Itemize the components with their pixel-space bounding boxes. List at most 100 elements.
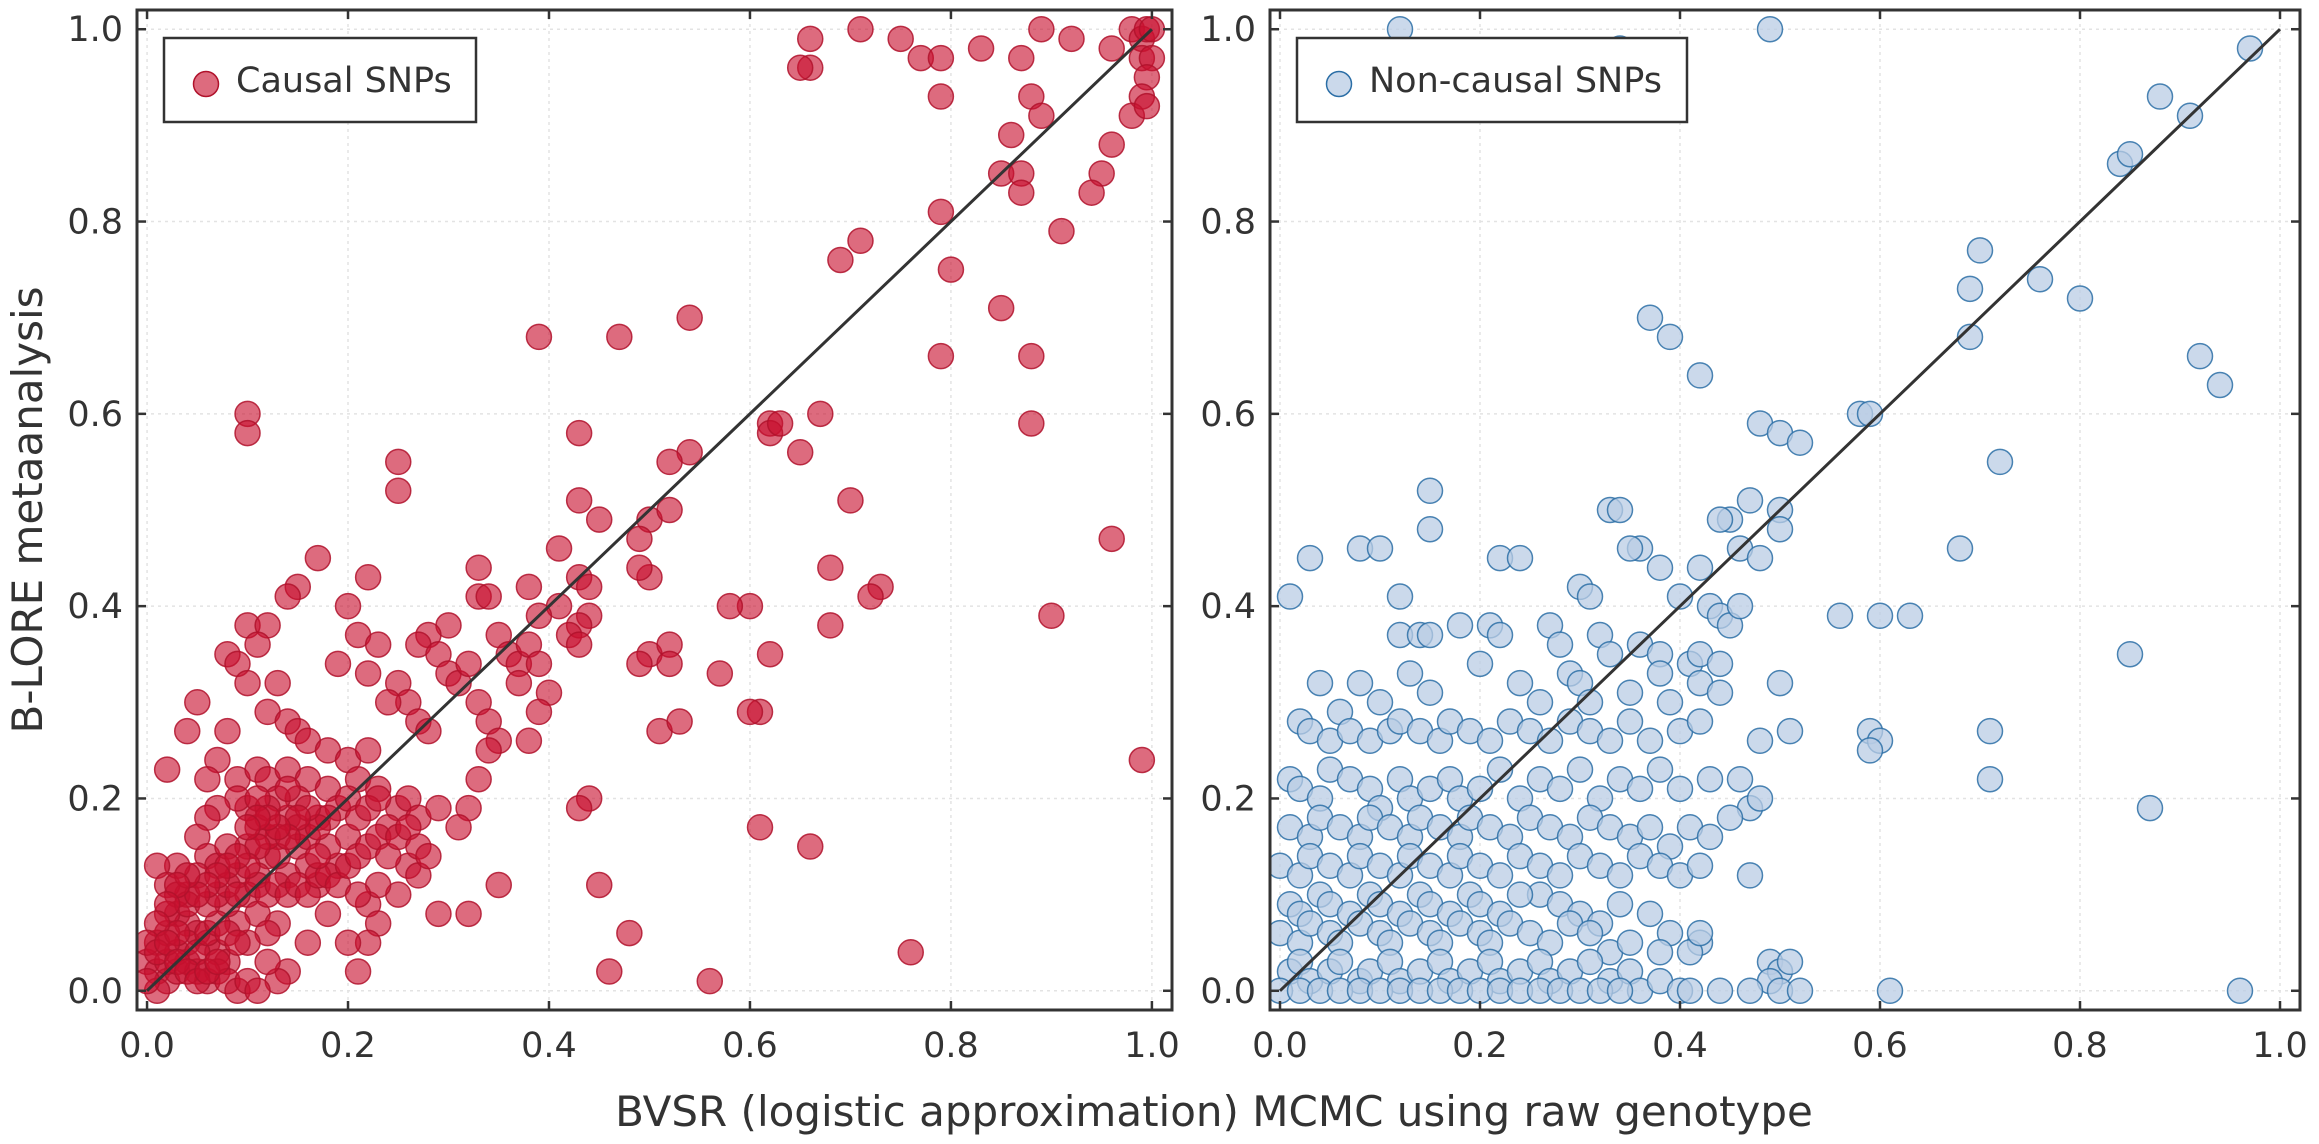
causal-point-288 (274, 775, 301, 803)
causal-y-tick-label-5: 1.0 (67, 10, 123, 50)
causal-point-103 (515, 573, 543, 601)
causal-point-158 (354, 737, 382, 764)
y-axis-title: B-LORE metaanalysis (3, 286, 52, 733)
noncausal-point-114 (1776, 717, 1804, 745)
noncausal-x-tick-label-4: 0.8 (2052, 1026, 2108, 1066)
causal-legend-label: Causal SNPs (236, 61, 452, 101)
causal-point-43 (807, 400, 834, 428)
noncausal-point-43 (1746, 544, 1774, 572)
noncausal-x-tick-label-0: 0.0 (1252, 1026, 1308, 1066)
causal-point-75 (656, 496, 683, 524)
noncausal-point-76 (1346, 669, 1374, 697)
noncausal-point-13 (1636, 304, 1664, 331)
noncausal-point-8 (1966, 237, 1994, 264)
noncausal-point-132 (1466, 775, 1494, 803)
causal-point-142 (374, 689, 402, 716)
causal-point-40 (606, 323, 633, 351)
noncausal-point-108 (1596, 727, 1624, 755)
causal-point-35 (827, 246, 854, 274)
noncausal-point-83 (1576, 689, 1604, 716)
causal-y-tick-label-1: 0.2 (67, 779, 123, 819)
causal-point-54 (385, 477, 412, 505)
noncausal-point-14 (1656, 323, 1684, 351)
noncausal-y-tick-label-1: 0.2 (1200, 779, 1256, 819)
causal-point-22 (1028, 102, 1055, 130)
noncausal-point-220 (1506, 881, 1534, 908)
causal-point-38 (676, 304, 703, 331)
causal-point-62 (817, 554, 844, 581)
causal-point-91 (656, 650, 683, 678)
causal-point-29 (1008, 179, 1035, 206)
causal-point-71 (797, 833, 824, 860)
causal-point-133 (304, 544, 332, 572)
noncausal-point-113 (1746, 727, 1774, 755)
causal-point-65 (716, 592, 744, 620)
causal-point-57 (1098, 525, 1125, 553)
noncausal-legend-label: Non-causal SNPs (1369, 61, 1662, 101)
causal-point-177 (425, 794, 452, 822)
causal-point-87 (565, 631, 593, 658)
noncausal-point-39 (1616, 535, 1644, 562)
noncausal-point-102 (1476, 727, 1504, 755)
noncausal-point-194 (1546, 862, 1574, 889)
causal-point-36 (937, 256, 965, 283)
causal-point-67 (706, 660, 734, 687)
causal-point-0 (797, 25, 824, 53)
causal-point-138 (324, 650, 352, 678)
causal-point-246 (244, 977, 271, 1005)
noncausal-point-31 (1766, 515, 1794, 543)
causal-point-70 (746, 814, 774, 841)
noncausal-point-10 (1956, 275, 1984, 303)
causal-point-136 (334, 592, 362, 620)
causal-point-189 (314, 900, 342, 928)
causal-point-128 (465, 765, 492, 793)
noncausal-point-110 (1636, 727, 1664, 755)
causal-point-33 (1048, 217, 1075, 245)
noncausal-point-133 (1486, 756, 1514, 783)
causal-point-159 (184, 689, 211, 716)
noncausal-point-269 (1576, 948, 1604, 976)
noncausal-y-tick-label-4: 0.8 (1200, 203, 1256, 243)
noncausal-point-29 (1736, 487, 1764, 514)
noncausal-point-280 (2226, 977, 2254, 1005)
noncausal-point-12 (1956, 323, 1984, 351)
causal-point-160 (173, 717, 201, 745)
noncausal-point-105 (1536, 727, 1564, 755)
noncausal-point-45 (1276, 583, 1304, 610)
causal-point-98 (616, 919, 643, 947)
noncausal-point-19 (1856, 400, 1884, 428)
noncausal-point-203 (1636, 900, 1664, 928)
causal-point-106 (475, 583, 502, 610)
noncausal-point-244 (1686, 919, 1714, 947)
causal-point-291 (304, 842, 332, 870)
causal-point-26 (1133, 92, 1161, 120)
noncausal-y-tick-label-5: 1.0 (1200, 10, 1256, 50)
causal-point-100 (485, 871, 512, 899)
noncausal-point-66 (1596, 640, 1624, 668)
noncausal-point-7 (2116, 140, 2144, 168)
causal-point-41 (927, 342, 955, 370)
causal-point-183 (334, 929, 362, 956)
causal-point-139 (354, 660, 382, 687)
noncausal-point-278 (1786, 977, 1814, 1005)
noncausal-point-40 (1646, 554, 1674, 581)
noncausal-point-62 (1446, 612, 1474, 639)
causal-point-23 (997, 121, 1025, 149)
noncausal-point-72 (2116, 640, 2144, 668)
causal-point-185 (294, 929, 322, 956)
causal-point-188 (254, 948, 281, 976)
causal-point-284 (344, 881, 372, 908)
causal-point-53 (385, 448, 412, 476)
noncausal-legend: Non-causal SNPs (1295, 36, 1689, 124)
noncausal-point-61 (1486, 621, 1514, 649)
causal-point-66 (756, 640, 784, 668)
causal-point-184 (344, 958, 372, 985)
causal-point-2 (887, 25, 914, 53)
noncausal-x-tick-label-5: 1.0 (2252, 1026, 2308, 1066)
noncausal-x-tick-label-1: 0.2 (1452, 1026, 1508, 1066)
noncausal-point-117 (1856, 737, 1884, 764)
noncausal-point-118 (1976, 717, 2004, 745)
noncausal-point-279 (1876, 977, 1904, 1005)
causal-point-114 (525, 698, 553, 726)
